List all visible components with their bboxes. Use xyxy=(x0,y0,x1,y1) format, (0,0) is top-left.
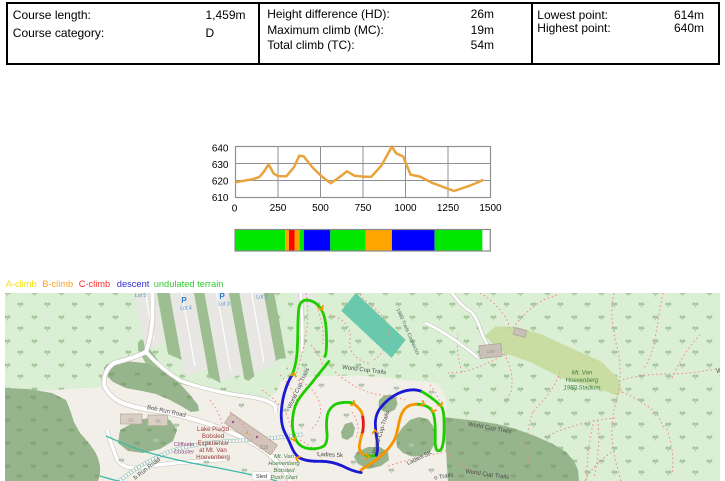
svg-text:640: 640 xyxy=(212,144,229,155)
svg-text:Bobsled: Bobsled xyxy=(274,468,296,474)
svg-text:750: 750 xyxy=(355,203,372,214)
svg-text:620: 620 xyxy=(212,177,229,188)
svg-text:Cliffside: Cliffside xyxy=(174,442,195,448)
svg-text:610: 610 xyxy=(212,193,229,204)
svg-text:218: 218 xyxy=(260,445,269,451)
svg-text:Push Start: Push Start xyxy=(270,475,297,481)
svg-text:Bobsled: Bobsled xyxy=(202,433,225,440)
svg-text:P: P xyxy=(219,293,225,301)
svg-text:Hoevenberg: Hoevenberg xyxy=(566,378,599,384)
svg-text:at Mt. Van: at Mt. Van xyxy=(199,447,227,454)
svg-text:0: 0 xyxy=(232,203,238,214)
svg-text:82: 82 xyxy=(128,418,134,424)
svg-text:W: W xyxy=(716,369,720,375)
svg-text:Hoevenberg: Hoevenberg xyxy=(268,461,300,467)
svg-text:P: P xyxy=(181,296,187,305)
svg-text:250: 250 xyxy=(270,203,287,214)
svg-text:500: 500 xyxy=(312,203,329,214)
svg-text:189: 189 xyxy=(486,349,494,355)
svg-text:Ladies 5k: Ladies 5k xyxy=(317,452,344,459)
svg-text:Hoevenberg: Hoevenberg xyxy=(196,454,230,461)
svg-text:Mt. Van: Mt. Van xyxy=(274,454,294,460)
svg-text:Lot 3: Lot 3 xyxy=(218,302,230,308)
svg-text:Lot 4: Lot 4 xyxy=(180,306,192,312)
svg-text:Lake Placid: Lake Placid xyxy=(197,426,230,433)
svg-text:Lot 5: Lot 5 xyxy=(135,293,147,299)
svg-text:Lot 2: Lot 2 xyxy=(256,295,268,301)
svg-text:Experience: Experience xyxy=(198,440,230,447)
svg-text:World Cup Trails: World Cup Trails xyxy=(342,365,387,376)
svg-text:1000: 1000 xyxy=(394,203,417,214)
svg-text:1250: 1250 xyxy=(437,203,460,214)
svg-text:630: 630 xyxy=(212,160,229,171)
svg-text:86: 86 xyxy=(155,419,161,425)
svg-text:1980 Stadium: 1980 Stadium xyxy=(563,386,600,392)
svg-text:o Trails: o Trails xyxy=(434,472,454,481)
svg-text:Sled: Sled xyxy=(256,474,267,480)
svg-text:Coaster: Coaster xyxy=(174,450,194,456)
svg-text:Mt. Van: Mt. Van xyxy=(572,371,593,377)
svg-text:1500: 1500 xyxy=(479,203,502,214)
